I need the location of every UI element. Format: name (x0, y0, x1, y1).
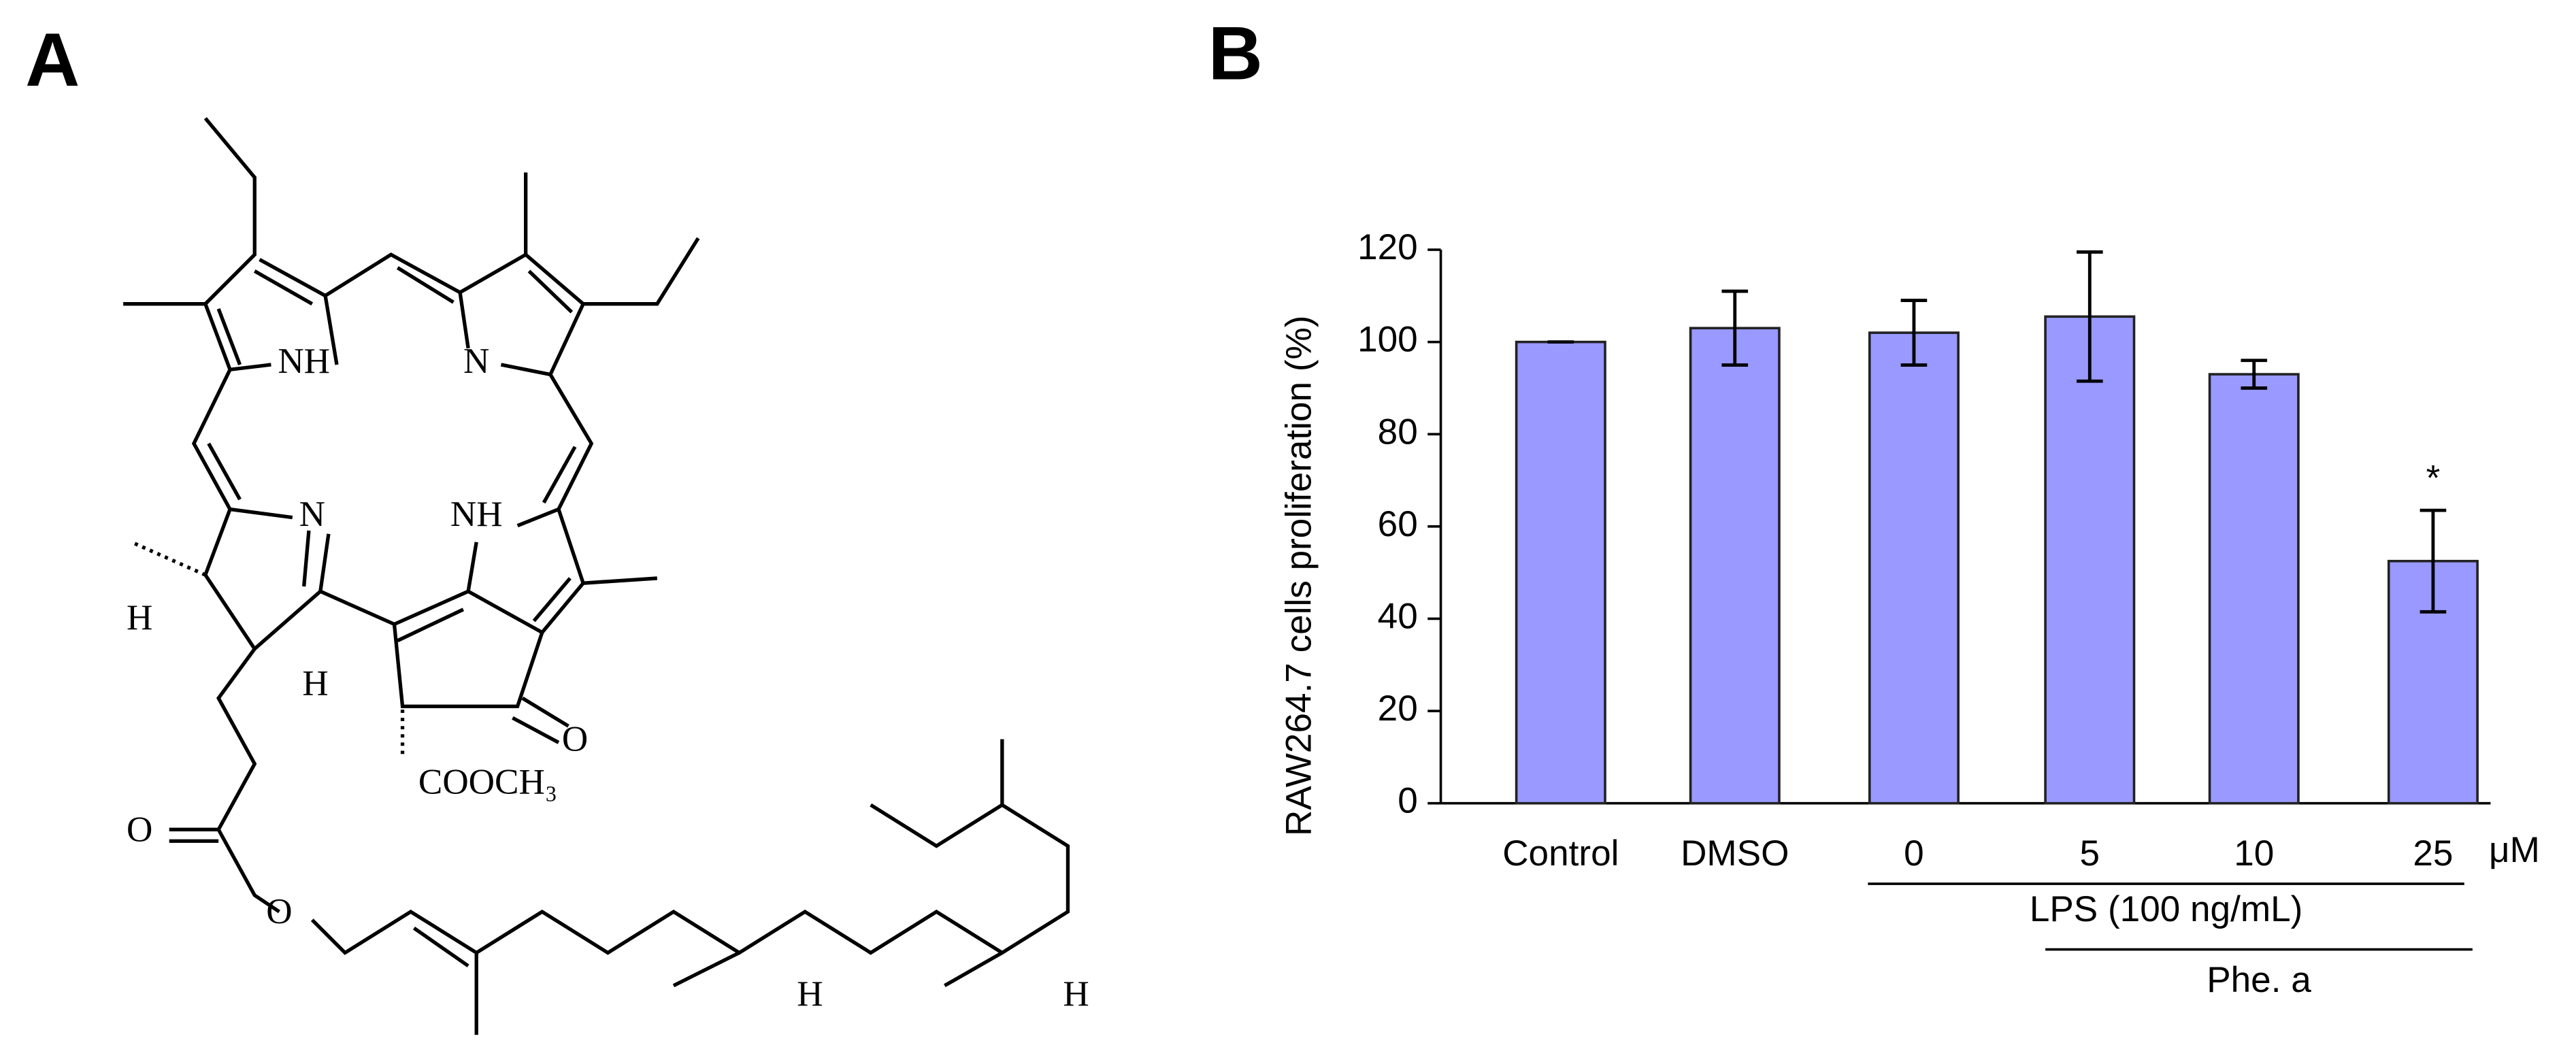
atom-label: NH (278, 342, 330, 381)
atom-label: H (797, 974, 823, 1014)
y-tick-label: 40 (1378, 597, 1418, 637)
error-bar (1900, 299, 1928, 367)
atom-label: N (299, 495, 325, 534)
x-tick-label: 10 (2234, 833, 2274, 874)
y-tick-label: 0 (1398, 781, 1418, 821)
error-bar (2241, 359, 2268, 390)
group-label: Phe. a (2207, 960, 2311, 1000)
panel-label: A (25, 17, 80, 102)
x-tick-label: DMSO (1681, 833, 1789, 874)
bar (2044, 315, 2136, 805)
x-tick-label: 25 (2413, 833, 2453, 874)
structure (123, 117, 1070, 1035)
group-label: LPS (100 ng/mL) (2030, 889, 2302, 929)
y-tick-label: 20 (1378, 688, 1418, 729)
bar (2208, 373, 2300, 805)
error-bar (2076, 250, 2103, 383)
panel-label: B (1208, 10, 1263, 95)
y-axis-label: RAW264.7 cells proliferation (%) (1278, 316, 1319, 836)
atom-label: H (302, 663, 328, 703)
atom-label: H (1063, 974, 1089, 1014)
y-tick-label: 120 (1357, 227, 1418, 267)
atom-label: NH (450, 495, 503, 534)
atom-label: N (463, 342, 489, 381)
error-bar (2420, 508, 2447, 614)
atom-label: H (127, 598, 152, 637)
x-tick-label: 0 (1904, 833, 1924, 874)
atom-label: O (127, 810, 152, 849)
x-tick-label: 5 (2080, 833, 2100, 874)
unit-label: μM (2489, 830, 2540, 870)
x-tick-label: Control (1502, 833, 1619, 874)
bar (1689, 327, 1781, 805)
y-tick-label: 60 (1378, 504, 1418, 544)
atom-label: O (562, 720, 588, 759)
y-tick-label: 100 (1357, 320, 1418, 360)
error-bar (1721, 289, 1749, 367)
bar (1515, 340, 1606, 805)
bar (1868, 331, 1960, 805)
atom-label: O (266, 892, 292, 931)
y-tick-label: 80 (1378, 412, 1418, 452)
atom-label: COOCH₃ (418, 762, 557, 801)
annotation: * (2426, 459, 2441, 499)
